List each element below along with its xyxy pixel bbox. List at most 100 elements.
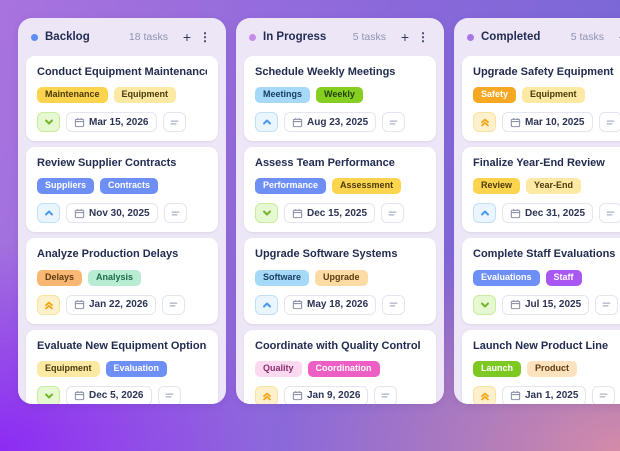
tag-row: Suppliers Contracts — [37, 178, 207, 195]
calendar-icon — [292, 117, 303, 127]
notes-indicator-chip — [381, 203, 405, 224]
text-lines-icon — [389, 302, 398, 307]
tag-row: Software Upgrade — [255, 269, 425, 286]
notes-indicator-chip — [374, 385, 398, 404]
kanban-column-completed: Completed 5 tasks + ⋮ Upgrade Safety Equ… — [454, 18, 620, 404]
add-card-button[interactable]: + — [178, 28, 196, 46]
chevron-up-icon — [44, 210, 53, 216]
due-date-text: May 18, 2026 — [307, 299, 369, 311]
double-chevron-up-icon — [44, 301, 53, 309]
meta-row: Aug 23, 2025 — [255, 112, 425, 133]
notes-indicator-chip — [595, 294, 619, 315]
task-title: Upgrade Software Systems — [255, 248, 398, 261]
due-date-text: Mar 10, 2025 — [525, 116, 585, 128]
meta-row: May 18, 2026 — [255, 294, 425, 315]
priority-badge — [37, 385, 60, 404]
task-card[interactable]: Upgrade Safety Equipment Safety Equipment… — [462, 56, 620, 142]
calendar-icon — [292, 391, 303, 401]
column-status-dot-icon — [31, 33, 38, 41]
tag-badge: Coordination — [307, 360, 380, 377]
due-date-chip: Jul 15, 2025 — [502, 294, 590, 315]
tag-badge: Maintenance — [37, 87, 108, 104]
task-card[interactable]: Conduct Equipment Maintenance Maintenanc… — [26, 56, 218, 142]
plus-icon: + — [619, 30, 620, 44]
tag-badge: Review — [473, 178, 521, 195]
add-card-button[interactable]: + — [614, 28, 620, 46]
meta-row: Dec 15, 2025 — [255, 203, 425, 224]
task-card[interactable]: Evaluate New Equipment Options Equipment… — [26, 329, 218, 404]
tag-badge: Year-End — [526, 178, 582, 195]
tag-badge: Analysis — [88, 269, 142, 286]
priority-badge — [473, 385, 496, 404]
priority-badge — [37, 203, 60, 224]
due-date-chip: Jan 1, 2025 — [502, 385, 587, 404]
calendar-icon — [74, 300, 85, 310]
tag-row: Meetings Weekly — [255, 87, 425, 104]
due-date-text: Jan 1, 2025 — [525, 390, 579, 402]
task-title: Schedule Weekly Meetings — [255, 66, 396, 78]
kebab-menu-icon: ⋮ — [417, 30, 429, 44]
meta-row: Jan 22, 2026 — [37, 294, 207, 315]
chevron-up-icon — [480, 210, 489, 216]
priority-badge — [255, 294, 278, 315]
calendar-icon — [510, 300, 521, 310]
text-lines-icon — [165, 393, 173, 398]
card-list: Schedule Weekly Meetings Meetings Weekly … — [236, 54, 444, 404]
task-card[interactable]: Review Supplier Contracts Suppliers Contr… — [26, 147, 218, 233]
text-lines-icon — [600, 393, 608, 398]
meta-row: Dec 5, 2026 — [37, 385, 207, 404]
task-card[interactable]: Coordinate with Quality Control Quality C… — [244, 329, 436, 404]
tag-row: Launch Product — [473, 360, 620, 377]
text-lines-icon — [389, 120, 398, 125]
column-menu-button[interactable]: ⋮ — [414, 28, 432, 46]
tag-badge: Suppliers — [37, 178, 95, 195]
notes-indicator-chip — [162, 112, 186, 133]
due-date-text: Mar 15, 2026 — [89, 116, 149, 128]
tag-badge: Performance — [255, 178, 327, 195]
tag-badge: Software — [255, 269, 310, 286]
task-card[interactable]: Complete Staff Evaluations Evaluations St… — [462, 238, 620, 324]
tag-badge: Contracts — [100, 178, 159, 195]
priority-badge — [255, 203, 278, 224]
task-card[interactable]: Analyze Production Delays Delays Analysis… — [26, 238, 218, 324]
task-title: Conduct Equipment Maintenance — [37, 66, 207, 78]
task-card[interactable]: Assess Team Performance Performance Asses… — [244, 147, 436, 233]
double-chevron-up-icon — [480, 392, 489, 401]
tag-badge: Weekly — [316, 87, 363, 104]
task-card[interactable]: Launch New Product Line Launch Product Ja… — [462, 329, 620, 404]
meta-row: Dec 31, 2025 — [473, 203, 620, 224]
task-card[interactable]: Finalize Year-End Review Review Year-End … — [462, 147, 620, 233]
column-title: Backlog — [45, 31, 90, 43]
notes-indicator-chip — [163, 203, 187, 224]
tag-row: Delays Analysis — [37, 269, 207, 286]
calendar-icon — [74, 391, 85, 401]
priority-badge — [255, 112, 278, 133]
task-card[interactable]: Schedule Weekly Meetings Meetings Weekly … — [244, 56, 436, 142]
meta-row: Mar 15, 2026 — [37, 112, 207, 133]
calendar-icon — [74, 208, 85, 219]
add-card-button[interactable]: + — [396, 28, 414, 46]
chevron-up-icon — [262, 302, 271, 308]
kanban-column-backlog: Backlog 18 tasks + ⋮ Conduct Equipment M… — [18, 18, 226, 404]
text-lines-icon — [171, 211, 179, 216]
tag-row: Review Year-End — [473, 178, 620, 195]
due-date-chip: Nov 30, 2025 — [66, 203, 158, 224]
notes-indicator-chip — [382, 294, 406, 315]
priority-badge — [473, 203, 496, 224]
due-date-chip: Mar 10, 2025 — [502, 112, 593, 133]
task-card[interactable]: Upgrade Software Systems Software Upgrade… — [244, 238, 436, 324]
tag-badge: Staff — [545, 269, 582, 286]
column-status-dot-icon — [249, 33, 256, 41]
due-date-chip: Dec 15, 2025 — [284, 203, 376, 224]
tag-badge: Equipment — [113, 87, 177, 104]
column-status-dot-icon — [467, 33, 474, 41]
column-menu-button[interactable]: ⋮ — [196, 28, 214, 46]
kebab-menu-icon: ⋮ — [199, 30, 211, 44]
calendar-icon — [510, 208, 521, 219]
notes-indicator-chip — [161, 294, 185, 315]
tag-badge: Safety — [473, 87, 517, 104]
due-date-text: Dec 5, 2026 — [89, 390, 144, 402]
tag-badge: Quality — [255, 360, 302, 377]
tag-row: Evaluations Staff — [473, 269, 620, 286]
text-lines-icon — [382, 393, 390, 398]
